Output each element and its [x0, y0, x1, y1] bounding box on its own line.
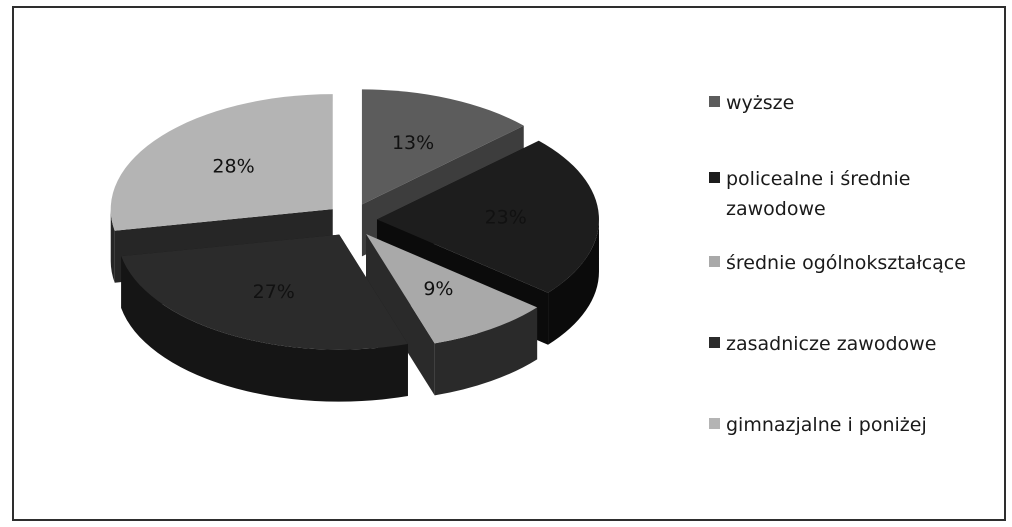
slice-top	[121, 234, 408, 350]
slice-outer-wall	[121, 256, 408, 402]
slice-top	[376, 140, 599, 293]
legend-swatch	[709, 337, 720, 348]
slice-top	[110, 94, 333, 231]
slice-value-label-srednie: 9%	[423, 278, 453, 300]
slice-top	[366, 234, 538, 344]
chart-frame: 13% 23% 9% 27% 28% wyższe policealne i średn…	[12, 6, 1006, 521]
legend-label: wyższe	[726, 92, 795, 114]
pie-slice-srednie	[366, 234, 538, 396]
legend-label: średnie ogólnokształcące	[726, 252, 966, 274]
slice-outer-wall	[434, 307, 538, 396]
legend-swatch	[709, 256, 720, 267]
slice-wall	[366, 234, 435, 396]
legend-item-gimnazjalne: gimnazjalne i poniżej	[709, 410, 986, 440]
legend-item-zasadnicze: zasadnicze zawodowe	[709, 329, 986, 359]
slice-value-label-wyzsze: 13%	[392, 132, 434, 154]
slice-value-label-policealne: 23%	[485, 206, 527, 228]
legend-label: gimnazjalne i poniżej	[726, 414, 927, 436]
legend-item-wyzsze: wyższe	[709, 88, 986, 118]
slice-value-label-zasadnicze: 27%	[253, 281, 295, 303]
slice-outer-wall	[548, 219, 599, 345]
legend-swatch	[709, 418, 720, 429]
legend-label: zasadnicze zawodowe	[726, 333, 937, 355]
pie-slice-zasadnicze	[121, 234, 408, 402]
slice-top	[361, 89, 524, 205]
legend-label: policealne i średnie zawodowe	[726, 168, 911, 220]
legend-item-srednie: średnie ogólnokształcące	[709, 248, 986, 278]
legend-item-policealne: policealne i średnie zawodowe	[709, 164, 961, 224]
slice-value-label-gimnazjalne: 28%	[212, 156, 254, 178]
legend-swatch	[709, 172, 720, 183]
slice-outer-wall	[110, 209, 115, 283]
pie-chart: 13% 23% 9% 27% 28%	[110, 89, 599, 402]
legend-swatch	[709, 96, 720, 107]
